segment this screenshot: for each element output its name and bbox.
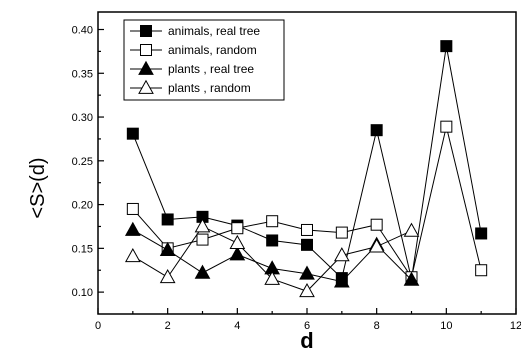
data-point [266,215,279,228]
data-point [299,283,315,298]
legend-label: animals, real tree [168,24,260,38]
data-point [301,223,313,236]
axes: 0 2 4 6 8 10 12 0.10 0.15 0.20 0.25 0.30 0.35 0.40 [72,11,521,332]
y-axis-label: <S>(d) [27,157,49,218]
x-tick-label: 12 [510,320,521,332]
data-point [370,218,383,231]
series-line [132,126,482,279]
data-point [475,227,488,240]
data-point [194,218,211,233]
y-tick-label: 0.25 [72,156,93,168]
data-point [196,233,209,246]
data-point [126,202,139,215]
x-tick-label: 2 [165,320,171,332]
data-point [333,247,350,262]
data-point [229,234,246,249]
x-tick-label: 8 [374,320,380,332]
y-tick-label: 0.35 [72,68,93,80]
data-point [231,222,244,235]
data-point [301,238,313,251]
x-tick-label: 4 [234,320,240,332]
x-tick-label: 10 [440,320,452,332]
data-point [159,241,176,256]
data-point [333,273,350,288]
data-point [403,271,420,286]
legend-label: plants , random [168,81,251,95]
y-tick-label: 0.10 [72,287,93,299]
series-layer [124,40,488,298]
x-tick-label: 0 [95,320,101,332]
data-point [335,226,348,239]
series-4 [124,218,420,298]
data-point [475,264,488,277]
y-tick-label: 0.30 [72,112,93,124]
legend-marker [138,79,154,94]
legend-label: animals, random [168,43,257,57]
data-point [266,234,279,247]
data-point [161,213,174,226]
legend: animals, real tree animals, random plants … [123,19,285,101]
series-3 [124,221,420,288]
data-point [159,269,176,284]
data-point [440,120,453,133]
legend-marker [140,44,152,56]
data-point [124,221,141,236]
data-point [229,246,246,261]
data-point [370,124,383,137]
data-point [194,264,211,279]
legend-marker [138,60,154,75]
y-tick-label: 0.15 [72,243,93,255]
data-point [124,247,141,263]
data-point [403,222,420,237]
legend-marker [140,25,152,37]
data-point [368,238,385,253]
data-point [440,40,453,53]
legend-label: plants , real tree [168,62,254,76]
data-point [299,265,315,280]
y-tick-label: 0.20 [72,200,93,212]
data-point [264,270,281,285]
data-point [126,127,139,140]
x-axis-label: d [300,328,313,350]
x-tick-label: 6 [304,320,310,332]
y-tick-label: 0.40 [72,25,93,37]
